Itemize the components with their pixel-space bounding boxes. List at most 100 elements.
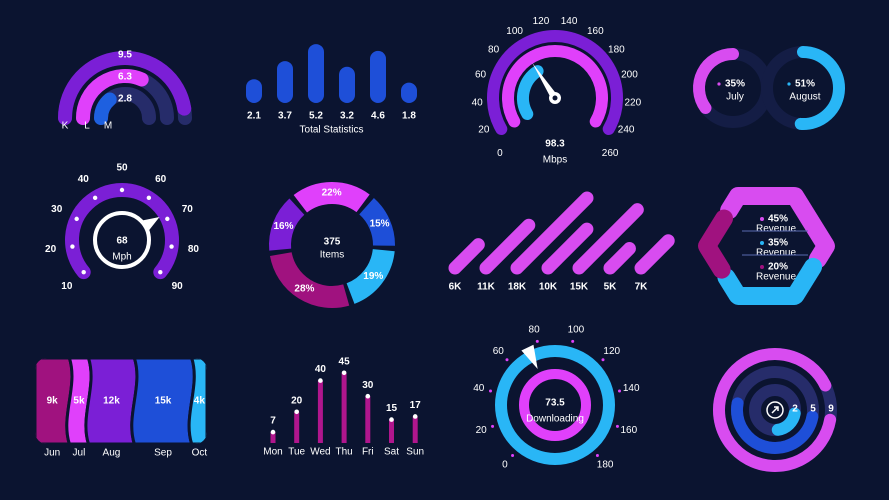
gauge-ring xyxy=(502,45,608,128)
gauge-unit: Mph xyxy=(112,252,131,263)
value-label: 51% xyxy=(795,79,815,90)
value-label: 6K xyxy=(449,282,463,293)
radial-bar xyxy=(94,92,117,125)
tick-mark xyxy=(491,424,495,428)
tick-label: 160 xyxy=(587,26,604,37)
gauge-progress xyxy=(517,65,544,120)
value-label: 5 xyxy=(810,404,816,415)
tick-mark xyxy=(571,339,575,343)
value-label: 11K xyxy=(477,282,496,293)
stream-band xyxy=(187,358,207,444)
tick-label: 80 xyxy=(529,324,541,335)
value-label: 35% xyxy=(768,238,788,249)
tick-label: 220 xyxy=(625,97,642,108)
value-label: 9.5 xyxy=(118,50,132,61)
stream-group xyxy=(35,358,207,444)
tick-mark xyxy=(165,216,170,222)
value-label: 12k xyxy=(103,396,120,407)
radial-bar xyxy=(58,51,192,125)
category-label: L xyxy=(84,121,90,132)
tick-mark xyxy=(119,187,125,193)
gauge-ring xyxy=(519,369,591,441)
category-label: Sep xyxy=(154,448,172,459)
category-label: Sat xyxy=(384,447,399,458)
tick-label: 60 xyxy=(475,69,487,80)
progress-arc xyxy=(794,46,845,130)
category-label: Thu xyxy=(335,447,352,458)
tick-label: 20 xyxy=(476,425,488,436)
donut-segment xyxy=(346,248,395,304)
tick-mark xyxy=(595,454,599,458)
tick-label: 100 xyxy=(506,26,523,37)
tick-mark xyxy=(618,389,622,393)
lollipop-dot xyxy=(294,409,300,415)
tick-label: 260 xyxy=(602,148,619,159)
lollipop-dot xyxy=(412,414,418,419)
category-label: August xyxy=(789,92,820,103)
tick-label: 10 xyxy=(61,281,73,292)
bar xyxy=(401,82,417,103)
value-label: 45 xyxy=(339,356,351,367)
tick-label: 60 xyxy=(493,346,505,357)
tick-label: 240 xyxy=(618,125,635,136)
icon-arrow xyxy=(771,406,779,414)
value-label: 15k xyxy=(155,396,172,407)
category-label: Revenue xyxy=(756,272,796,283)
value-label: 45% xyxy=(768,214,788,225)
tick-label: 140 xyxy=(623,383,640,394)
tick-label: 20 xyxy=(478,125,490,136)
bar xyxy=(339,66,355,103)
tick-label: 40 xyxy=(472,97,484,108)
lollipop-dot xyxy=(270,429,276,435)
slanted-bar xyxy=(634,234,675,275)
value-label: 40 xyxy=(315,364,327,375)
gauge-unit: Downloading xyxy=(526,414,584,425)
tick-label: 70 xyxy=(182,204,194,215)
tick-label: 120 xyxy=(533,16,550,27)
tick-mark xyxy=(511,454,515,458)
legend-dot xyxy=(760,265,764,269)
tick-mark xyxy=(81,269,86,275)
gauge-ring xyxy=(487,30,623,135)
category-label: Revenue xyxy=(756,248,796,259)
value-label: 6.3 xyxy=(118,72,132,83)
tick-mark xyxy=(146,195,152,201)
lollipop-dot xyxy=(318,378,323,383)
gauge-ring xyxy=(495,345,615,465)
donut-segment xyxy=(358,197,395,247)
value-label: 7K xyxy=(635,282,649,293)
lollipop-dot xyxy=(341,370,347,376)
progress-arc xyxy=(693,48,739,114)
value-label: 5k xyxy=(73,396,85,407)
gauge-needle xyxy=(532,62,557,99)
radial-bar xyxy=(76,69,149,125)
slanted-bar xyxy=(510,191,594,275)
tick-label: 30 xyxy=(51,204,63,215)
lollipop-stem xyxy=(270,432,276,443)
tick-label: 50 xyxy=(116,163,128,174)
value-label: 3.2 xyxy=(340,111,354,122)
tick-mark xyxy=(615,424,619,428)
value-label: 28% xyxy=(294,284,314,295)
value-label: 9k xyxy=(47,396,59,407)
bar xyxy=(246,79,262,103)
category-label: Oct xyxy=(192,448,208,459)
category-label: Mon xyxy=(263,447,282,458)
value-label: 15K xyxy=(570,282,589,293)
bar xyxy=(277,61,293,103)
hexagon-segment xyxy=(720,187,835,269)
value-label: 9 xyxy=(828,404,834,415)
value-label: 18K xyxy=(508,282,527,293)
donut-subtitle: Items xyxy=(320,250,344,261)
tick-label: 80 xyxy=(188,244,200,255)
tick-mark xyxy=(505,358,509,362)
lollipop-stem xyxy=(365,396,371,443)
legend-dot xyxy=(760,217,764,221)
lollipop-dot xyxy=(389,417,394,422)
tick-mark xyxy=(70,244,75,249)
donut-total: 375 xyxy=(324,237,341,248)
category-label: Revenue xyxy=(756,224,796,235)
value-label: 15% xyxy=(370,219,390,230)
tick-mark xyxy=(601,358,605,362)
